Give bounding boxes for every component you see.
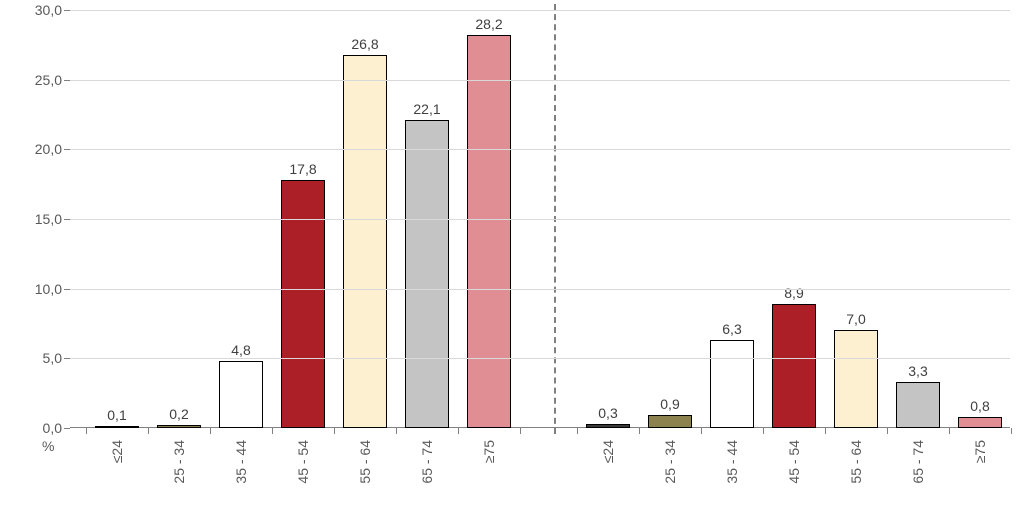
bar-value-label: 26,8 [351,36,378,56]
x-axis-label: 65 - 74 [910,440,926,484]
x-axis-label: 45 - 54 [786,440,802,484]
x-axis-label: 35 - 44 [724,440,740,484]
x-axis-label: ≤24 [600,440,616,463]
x-tick [887,428,888,434]
x-axis-label: ≤24 [109,440,125,463]
gridline [70,219,1010,220]
bar: 0,1 [95,426,139,428]
bar: 17,8 [281,180,325,428]
plot-area: 0,1 0,2 4,8 17,8 26,8 22,1 28,2 0,3 0,9 6,3 8,9 7,0… [70,10,1010,428]
bar: 26,8 [343,55,387,428]
bar-value-label: 7,0 [846,311,865,331]
gridline [70,80,1010,81]
x-tick [577,428,578,434]
chart-container: 0,1 0,2 4,8 17,8 26,8 22,1 28,2 0,3 0,9 6,3 8,9 7,0… [0,0,1024,518]
x-tick [1011,428,1012,434]
y-axis-label: 15,0 [35,211,70,227]
x-axis-label: 65 - 74 [419,440,435,484]
x-axis-label: ≥75 [972,440,988,463]
x-tick [639,428,640,434]
bar: 0,2 [157,425,201,428]
x-axis-label: 25 - 34 [662,440,678,484]
bar: 8,9 [772,304,816,428]
gridline [70,358,1010,359]
gridline [70,149,1010,150]
bar-value-label: 22,1 [413,101,440,121]
y-axis-label: 30,0 [35,2,70,18]
bar-value-label: 0,9 [660,396,679,416]
bar-value-label: 0,3 [598,405,617,425]
x-tick [825,428,826,434]
y-axis-label: 10,0 [35,281,70,297]
bar: 0,8 [958,417,1002,428]
x-tick [272,428,273,434]
x-tick [148,428,149,434]
x-tick [396,428,397,434]
y-axis-label: 25,0 [35,72,70,88]
bar: 3,3 [896,382,940,428]
bar: 0,9 [648,415,692,428]
x-tick [458,428,459,434]
x-axis-label: ≥75 [481,440,497,463]
bar: 28,2 [467,35,511,428]
y-axis-label: 20,0 [35,141,70,157]
bar: 0,3 [586,424,630,428]
bar-value-label: 0,1 [107,407,126,427]
y-axis-unit-label: % [42,438,54,454]
bar: 6,3 [710,340,754,428]
gridline [70,10,1010,11]
bar-value-label: 3,3 [908,363,927,383]
y-axis-label: 5,0 [43,350,70,366]
x-axis-label: 25 - 34 [171,440,187,484]
x-axis-label: 35 - 44 [233,440,249,484]
x-tick [86,428,87,434]
bar-value-label: 28,2 [475,16,502,36]
bar: 22,1 [405,120,449,428]
gridline [70,289,1010,290]
bar-value-label: 17,8 [289,161,316,181]
x-axis-label: 55 - 64 [848,440,864,484]
bar: 7,0 [834,330,878,428]
bar-value-label: 0,8 [970,398,989,418]
x-tick [210,428,211,434]
x-axis-label: 45 - 54 [295,440,311,484]
bar: 4,8 [219,361,263,428]
x-axis-label: 55 - 64 [357,440,373,484]
x-tick [701,428,702,434]
x-tick [334,428,335,434]
y-axis-label: 0,0 [43,420,70,436]
bar-value-label: 6,3 [722,321,741,341]
x-tick [520,428,521,434]
x-tick [763,428,764,434]
x-tick [949,428,950,434]
bar-value-label: 0,2 [169,406,188,426]
